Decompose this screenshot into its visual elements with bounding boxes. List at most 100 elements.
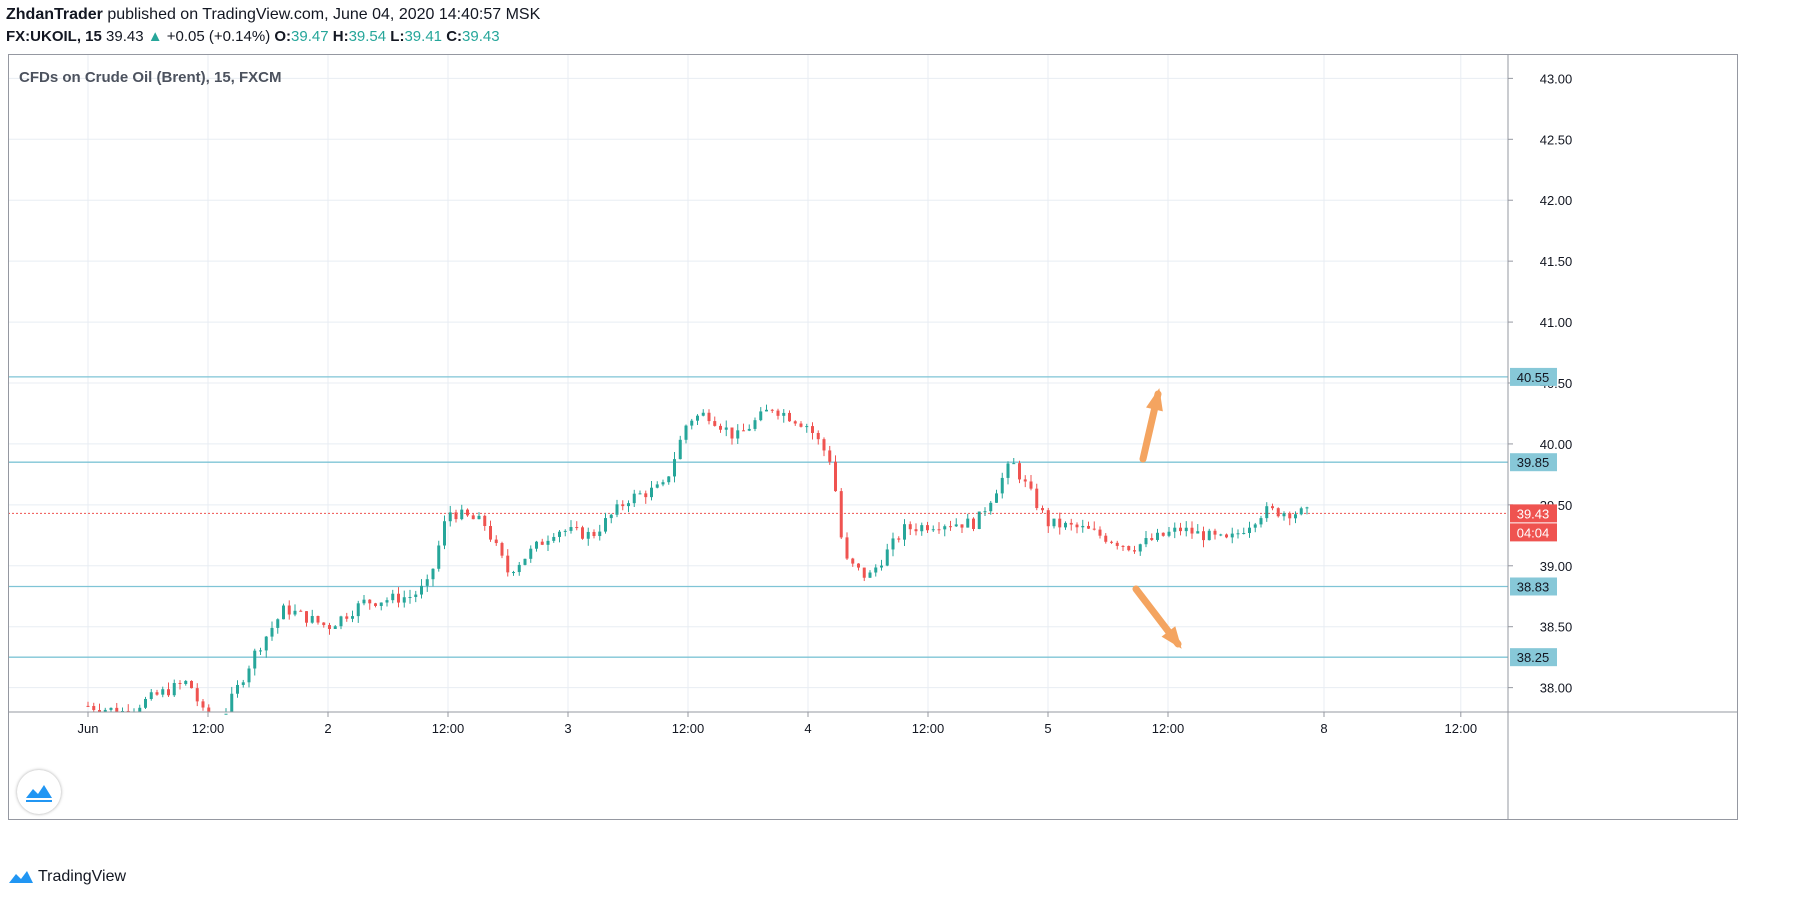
candle-body bbox=[1087, 525, 1090, 529]
candle-body bbox=[793, 421, 797, 424]
close-value: 39.43 bbox=[462, 28, 500, 45]
chart-axes: 43.0042.5042.0041.5041.0040.5040.0039.50… bbox=[8, 54, 1738, 820]
candle-body bbox=[316, 616, 320, 623]
candle-body bbox=[1023, 479, 1027, 482]
candle-body bbox=[414, 594, 418, 598]
candle-body bbox=[155, 692, 159, 695]
candle-body bbox=[144, 698, 147, 708]
candle-body bbox=[138, 707, 142, 712]
candle-body bbox=[650, 487, 653, 498]
candle-body bbox=[684, 425, 688, 440]
candle-body bbox=[1127, 546, 1131, 551]
candle-body bbox=[834, 461, 837, 492]
y-tick-label: 41.00 bbox=[1540, 315, 1573, 330]
candle-body bbox=[868, 572, 872, 578]
candle-body bbox=[328, 625, 331, 629]
candle-body bbox=[558, 531, 561, 537]
candle-body bbox=[425, 579, 429, 586]
candle-body bbox=[655, 484, 659, 488]
candle-body bbox=[972, 518, 975, 530]
candle-body bbox=[1133, 550, 1136, 552]
tradingview-logo-icon[interactable] bbox=[17, 770, 61, 814]
y-tick-label: 38.50 bbox=[1540, 620, 1573, 635]
candle-body bbox=[903, 524, 906, 540]
candle-body bbox=[845, 537, 849, 559]
candle-body bbox=[937, 529, 941, 531]
candle-body bbox=[408, 597, 412, 599]
candle-body bbox=[1184, 527, 1188, 532]
candle-body bbox=[598, 531, 602, 537]
candle-body bbox=[822, 439, 826, 451]
candle-body bbox=[385, 600, 389, 603]
candle-body bbox=[609, 514, 613, 519]
candle-body bbox=[270, 627, 274, 637]
series-title: CFDs on Crude Oil (Brent), 15, FXCM bbox=[19, 69, 282, 86]
last-price: 39.43 bbox=[106, 28, 144, 45]
candle-body bbox=[247, 668, 251, 683]
candle-body bbox=[1276, 508, 1280, 517]
candle-body bbox=[236, 684, 239, 694]
x-tick-label: 12:00 bbox=[1445, 721, 1478, 736]
candle-body bbox=[1202, 531, 1205, 541]
candle-body bbox=[604, 518, 607, 532]
candle-body bbox=[259, 650, 262, 652]
footer-brand[interactable]: TradingView bbox=[8, 868, 126, 886]
candle-body bbox=[1253, 524, 1257, 528]
candle-body bbox=[115, 707, 119, 712]
candle-body bbox=[241, 682, 245, 685]
candle-body bbox=[839, 491, 843, 538]
candle-body bbox=[517, 564, 521, 573]
candle-body bbox=[644, 493, 648, 498]
price-change: +0.05 (+0.14%) bbox=[166, 28, 271, 45]
candle-body bbox=[149, 692, 153, 699]
candle-body bbox=[448, 512, 452, 522]
candle-body bbox=[1288, 513, 1292, 519]
candle-body bbox=[1000, 477, 1004, 494]
candle-body bbox=[1173, 527, 1177, 532]
candle-body bbox=[1248, 527, 1251, 534]
candle-body bbox=[1058, 518, 1062, 528]
candle-body bbox=[1190, 527, 1194, 534]
candle-body bbox=[379, 602, 383, 606]
candle-body bbox=[788, 412, 791, 422]
y-tick-label: 43.00 bbox=[1540, 71, 1573, 86]
price-chart[interactable]: 43.0042.5042.0041.5041.0040.5040.0039.50… bbox=[8, 54, 1804, 824]
candle-body bbox=[1018, 463, 1021, 480]
last-price-label: 39.43 bbox=[1517, 506, 1550, 521]
level-badge-label: 39.85 bbox=[1517, 455, 1550, 470]
brand-text: TradingView bbox=[38, 868, 127, 885]
candle-body bbox=[195, 688, 199, 702]
x-tick-label: 12:00 bbox=[1152, 721, 1185, 736]
candle-body bbox=[747, 428, 751, 431]
candle-body bbox=[1207, 530, 1211, 541]
candle-body bbox=[736, 430, 740, 439]
candle-body bbox=[529, 548, 533, 559]
candle-body bbox=[678, 439, 682, 460]
candle-body bbox=[322, 622, 326, 626]
candle-body bbox=[224, 713, 228, 715]
y-tick-label: 40.00 bbox=[1540, 437, 1573, 452]
candle-body bbox=[460, 509, 464, 520]
candle-body bbox=[471, 515, 475, 520]
candle-body bbox=[995, 493, 998, 503]
candle-body bbox=[287, 605, 291, 615]
y-tick-label: 38.00 bbox=[1540, 681, 1573, 696]
candle-body bbox=[466, 509, 469, 516]
candle-body bbox=[908, 524, 912, 530]
level-badge bbox=[1510, 648, 1557, 667]
candle-body bbox=[1104, 535, 1108, 542]
candle-body bbox=[161, 689, 165, 695]
candle-body bbox=[546, 540, 550, 545]
candle-body bbox=[765, 409, 768, 412]
close-label: C: bbox=[446, 28, 463, 45]
candle-body bbox=[345, 616, 349, 619]
candle-body bbox=[713, 421, 717, 426]
x-tick-label: 12:00 bbox=[192, 721, 225, 736]
candle-body bbox=[586, 531, 590, 539]
candle-body bbox=[1041, 508, 1044, 511]
candle-body bbox=[1075, 524, 1079, 528]
x-tick-label: 4 bbox=[804, 721, 811, 736]
candle-body bbox=[512, 572, 515, 574]
candle-body bbox=[1219, 534, 1223, 536]
candle-body bbox=[431, 568, 435, 580]
